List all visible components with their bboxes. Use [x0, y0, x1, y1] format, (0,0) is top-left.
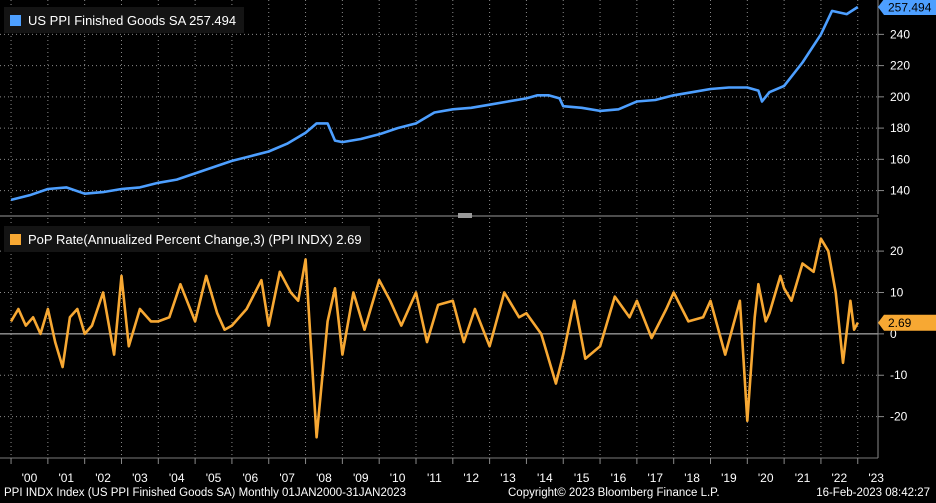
- x-tick-label: '18: [684, 471, 700, 485]
- x-axis: '00 '01 '02 '03 '04 '05 '06 '07 '08 '09 '10 '11 '12 '…: [0, 457, 884, 485]
- ppi-y-tick-label: 220: [890, 59, 910, 73]
- x-tick-label: '00: [22, 471, 38, 485]
- ppi-legend-label: US PPI Finished Goods SA 257.494: [28, 12, 237, 28]
- x-tick-label: '04: [169, 471, 185, 485]
- panel-resize-handle[interactable]: [458, 213, 472, 218]
- x-tick-label: '22: [832, 471, 848, 485]
- pop-y-tick-label: -10: [890, 368, 908, 382]
- x-tick-label: '03: [132, 471, 148, 485]
- x-tick-label: '08: [316, 471, 332, 485]
- x-tick-label: '19: [721, 471, 737, 485]
- x-tick-label: '05: [206, 471, 222, 485]
- pop-panel-grid: [0, 218, 878, 458]
- pop-y-axis: -20 -10 0 10 20: [877, 218, 908, 458]
- x-tick-label: '16: [611, 471, 627, 485]
- pop-legend: PoP Rate(Annualized Percent Change,3) (P…: [4, 226, 370, 252]
- pop-y-tick-label: 10: [890, 285, 904, 299]
- pop-legend-label: PoP Rate(Annualized Percent Change,3) (P…: [28, 231, 362, 247]
- pop-y-tick-label: 20: [890, 244, 904, 258]
- x-tick-label: '09: [353, 471, 369, 485]
- x-tick-label: '13: [500, 471, 516, 485]
- ppi-legend: US PPI Finished Goods SA 257.494: [4, 7, 245, 33]
- footer-security-info: PPI INDX Index (US PPI Finished Goods SA…: [4, 487, 407, 499]
- ppi-y-tick-label: 240: [890, 27, 910, 41]
- pop-last-value-badge: [878, 314, 936, 331]
- ppi-legend-swatch: [10, 14, 21, 26]
- footer-timestamp: 16-Feb-2023 08:42:27: [816, 487, 930, 499]
- ppi-y-axis: 140 160 180 200 220 240: [877, 0, 910, 214]
- x-tick-label: '21: [795, 471, 811, 485]
- ppi-y-tick-label: 160: [890, 152, 910, 166]
- pop-series-line: [9, 237, 859, 439]
- x-tick-label: '20: [758, 471, 774, 485]
- pop-last-value-label: 2.69: [888, 316, 912, 330]
- footer-copyright: Copyright© 2023 Bloomberg Finance L.P.: [508, 487, 720, 499]
- x-tick-label: '06: [243, 471, 259, 485]
- series-lines: [9, 5, 859, 439]
- ppi-y-tick-label: 180: [890, 121, 910, 135]
- pop-legend-swatch: [10, 233, 21, 245]
- x-tick-label: '17: [647, 471, 663, 485]
- x-tick-label: '11: [427, 471, 442, 485]
- x-tick-label: '07: [279, 471, 295, 485]
- x-tick-label: '01: [58, 471, 74, 485]
- x-tick-label: '23: [868, 471, 884, 485]
- ppi-y-tick-label: 200: [890, 90, 910, 104]
- ppi-last-value-label: 257.494: [888, 1, 932, 15]
- x-tick-label: '10: [390, 471, 406, 485]
- ppi-last-value-badge: [878, 0, 936, 16]
- last-value-badges: 257.494 2.69: [878, 0, 936, 331]
- x-tick-label: '15: [574, 471, 590, 485]
- ppi-y-tick-label: 140: [890, 184, 910, 198]
- ppi-series-line: [10, 5, 859, 202]
- x-tick-label: '02: [95, 471, 111, 485]
- x-tick-label: '14: [537, 471, 553, 485]
- x-tick-label: '12: [463, 471, 479, 485]
- pop-y-tick-label: 0: [890, 327, 897, 341]
- pop-y-tick-label: -20: [890, 410, 908, 424]
